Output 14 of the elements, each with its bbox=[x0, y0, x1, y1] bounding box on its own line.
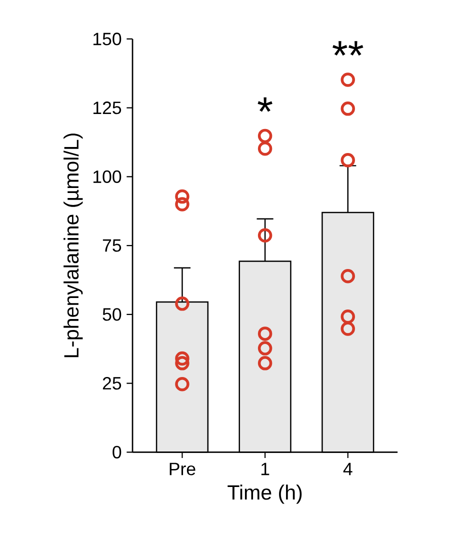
y-tick-label: 150 bbox=[93, 32, 122, 46]
y-tick-label: 0 bbox=[112, 446, 122, 458]
y-tick-label: 100 bbox=[93, 170, 122, 184]
y-axis-title: L-phenylalanine (µmol/L) bbox=[64, 134, 83, 358]
y-tick-label: 25 bbox=[102, 376, 122, 390]
y-tick-label: 50 bbox=[102, 308, 122, 321]
x-tick-label: 1 bbox=[261, 462, 270, 476]
x-tick-label: Pre bbox=[170, 462, 196, 476]
y-tick-label: 125 bbox=[93, 102, 122, 114]
y-tick-label: 75 bbox=[102, 239, 122, 252]
x-tick-label: 4 bbox=[343, 462, 352, 476]
annotation: ** bbox=[332, 41, 364, 56]
annotation: * bbox=[258, 97, 272, 112]
x-axis-title: Time (h) bbox=[228, 484, 302, 504]
